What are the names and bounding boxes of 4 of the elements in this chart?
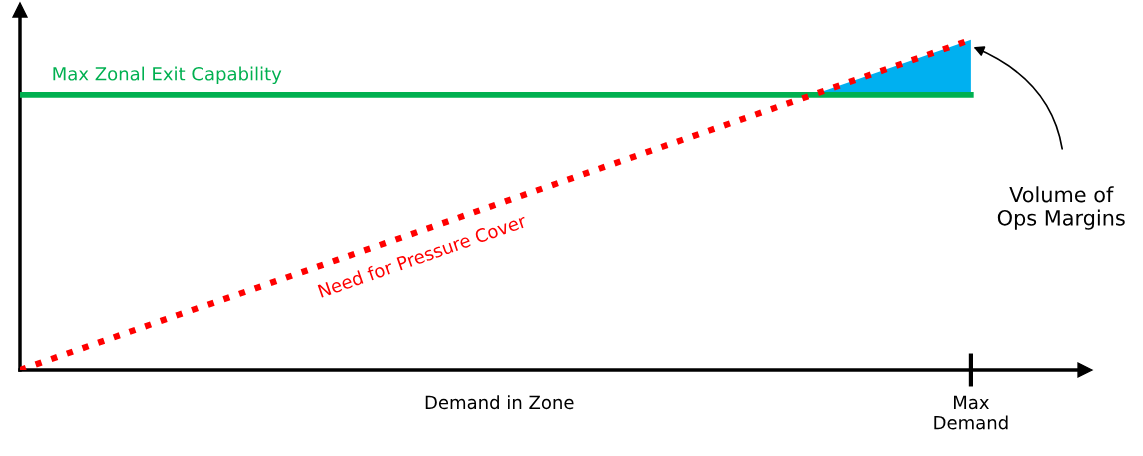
annotation: Volume of Ops Margins — [997, 186, 1125, 230]
text: Max Demand — [934, 395, 1008, 430]
series-label: Max Zonal Exit Capability — [53, 66, 282, 85]
x-axis-title: Demand in Zone — [425, 395, 574, 410]
